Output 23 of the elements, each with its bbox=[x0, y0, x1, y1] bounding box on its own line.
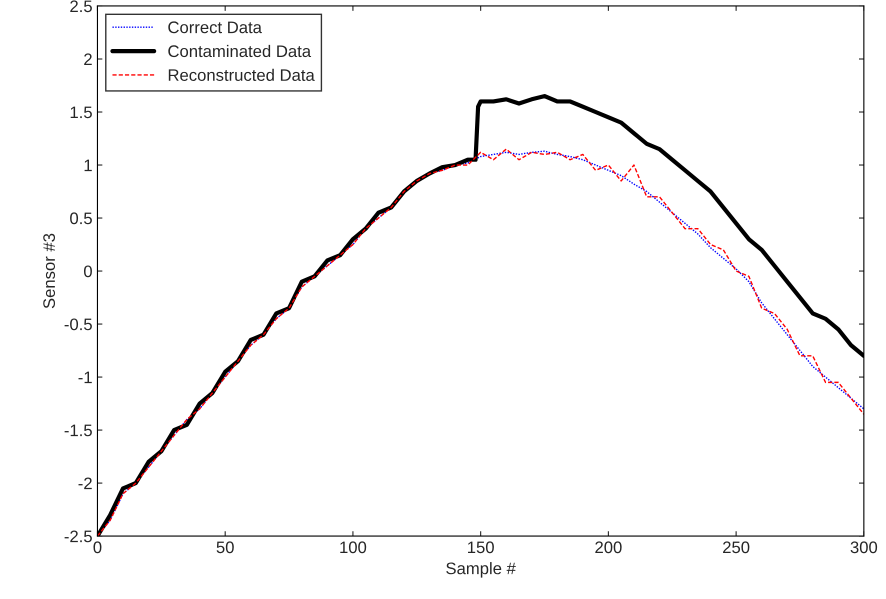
y-tick-label: -1.5 bbox=[64, 424, 92, 436]
x-tick-label: 0 bbox=[93, 541, 102, 554]
x-axis-title: Sample # bbox=[446, 562, 516, 578]
y-tick-label: 0 bbox=[84, 265, 92, 278]
x-tick-label: 50 bbox=[216, 541, 234, 554]
x-tick-label: 100 bbox=[340, 541, 366, 554]
y-tick-label: 1.5 bbox=[70, 106, 92, 118]
x-tick-label: 200 bbox=[595, 541, 622, 554]
y-tick-label: 2.5 bbox=[70, 0, 92, 12]
x-tick-label: 150 bbox=[468, 541, 494, 554]
y-tick-label: -0.5 bbox=[64, 318, 92, 330]
y-tick-label: 1 bbox=[84, 160, 92, 172]
legend-label: Contaminated Data bbox=[168, 44, 312, 58]
legend-label: Correct Data bbox=[168, 21, 262, 34]
y-axis-title: Sensor #3 bbox=[43, 234, 56, 308]
y-tick-label: -2.5 bbox=[64, 530, 92, 542]
legend-label: Reconstructed Data bbox=[168, 68, 315, 81]
x-tick-label: 250 bbox=[723, 541, 750, 554]
y-tick-label: -1 bbox=[78, 372, 92, 384]
x-tick-label: 300 bbox=[850, 541, 878, 554]
y-tick-label: -2 bbox=[78, 477, 92, 490]
y-tick-label: 0.5 bbox=[70, 212, 92, 224]
y-tick-label: 2 bbox=[84, 53, 92, 66]
